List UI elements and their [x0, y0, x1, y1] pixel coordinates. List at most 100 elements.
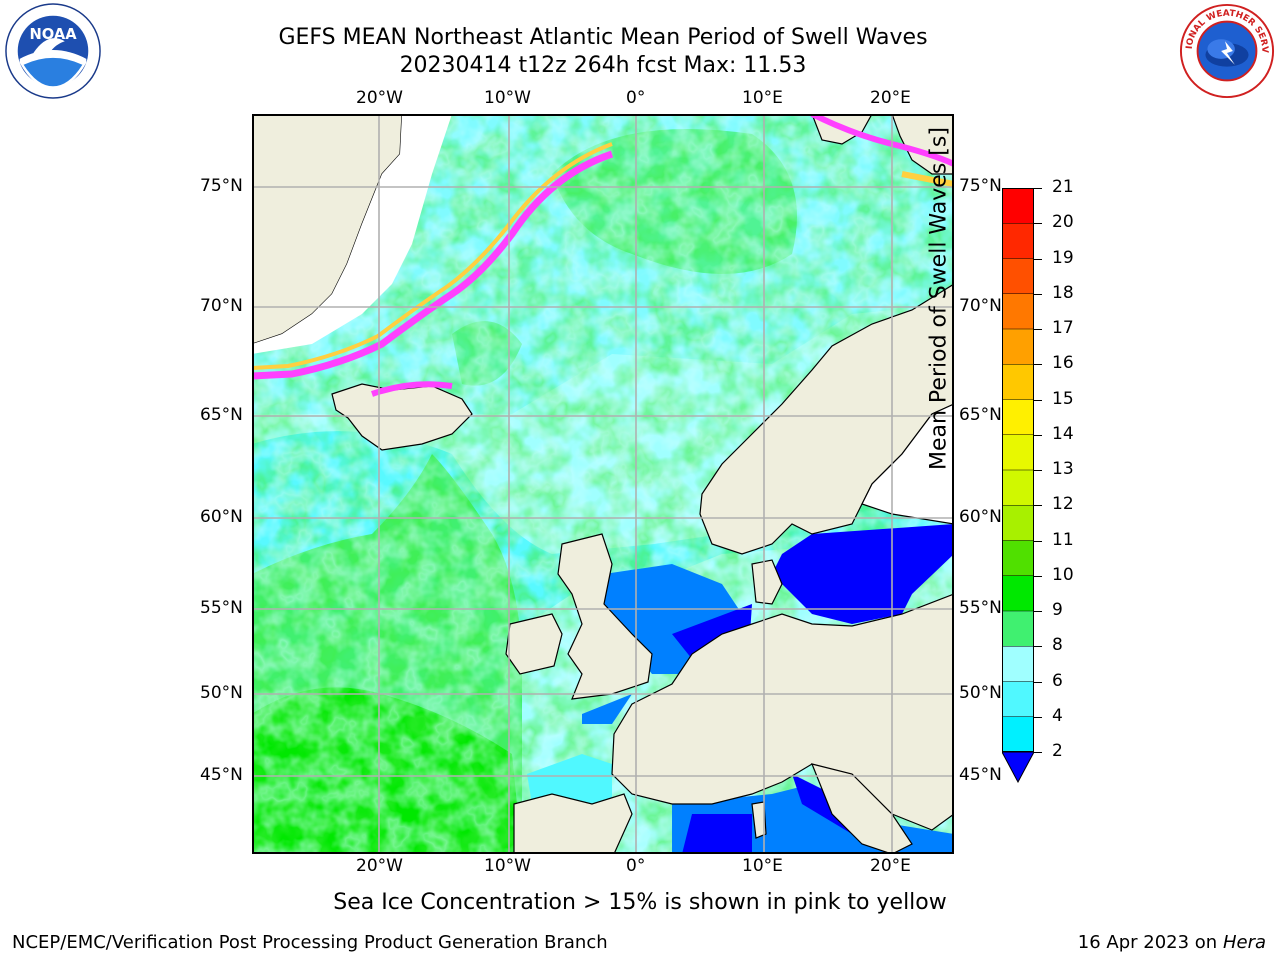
colorbar-tick-mark: [1034, 575, 1042, 577]
lat-label-left-60n: 60°N: [200, 507, 243, 527]
title-line-2: 20230414 t12z 264h fcst Max: 11.53: [399, 53, 807, 78]
colorbar-tick-mark: [1034, 258, 1042, 260]
corsica-sardinia: [751, 801, 767, 839]
colorbar-tick-mark: [1034, 329, 1042, 330]
lat-label-right-60n: 60°N: [959, 507, 1002, 527]
colorbar-tick-label: 17: [1052, 318, 1074, 338]
colorbar-segment: [1002, 540, 1034, 577]
colorbar-tick-label: 20: [1052, 212, 1074, 233]
colorbar-tick-label: 10: [1052, 564, 1074, 585]
colorbar-tick-mark: [1034, 716, 1042, 718]
lon-label-top-20e: 20°E: [870, 88, 911, 108]
colorbar-tick-mark: [1034, 223, 1042, 225]
colorbar-segment: [1002, 223, 1034, 259]
colorbar-tick-label: 21: [1052, 177, 1074, 197]
colorbar-tick-mark: [1034, 611, 1042, 612]
english-channel: [582, 694, 632, 724]
colorbar-frame: [1002, 188, 1034, 752]
lat-label-right-50n: 50°N: [959, 683, 1002, 703]
lon-label-bottom-10e: 10°E: [742, 856, 783, 876]
colorbar-segment: [1002, 434, 1034, 471]
colorbar-tick-mark: [1034, 293, 1042, 295]
lon-label-top-20w: 20°W: [356, 88, 403, 108]
lon-label-top-10e: 10°E: [742, 88, 783, 108]
lat-label-right-45n: 45°N: [959, 765, 1002, 785]
colorbar-segment: [1002, 611, 1034, 647]
colorbar-tick-mark: [1034, 188, 1042, 189]
colorbar-tick-mark: [1034, 470, 1042, 471]
noaa-logo-text: NOAA: [29, 26, 77, 43]
lat-label-left-65n: 65°N: [200, 405, 243, 425]
italy: [811, 763, 913, 854]
lon-label-bottom-0: 0°: [626, 856, 646, 876]
swell-period-map: [252, 114, 954, 854]
lat-label-left-50n: 50°N: [200, 683, 243, 703]
map-frame: [252, 114, 954, 854]
chart-title: GEFS MEAN Northeast Atlantic Mean Period…: [0, 24, 1206, 80]
lon-label-top-0: 0°: [626, 88, 646, 108]
land: [252, 114, 954, 854]
colorbar-segments: [1002, 188, 1034, 753]
lat-label-right-75n: 75°N: [959, 176, 1002, 196]
iberian-peninsula: [513, 793, 633, 854]
colorbar-tick-label: 13: [1052, 459, 1074, 479]
colorbar-tick-mark: [1034, 752, 1042, 753]
colorbar-tick-mark: [1034, 399, 1042, 401]
colorbar-segment: [1002, 329, 1034, 365]
colorbar-tick-label: 11: [1052, 529, 1074, 550]
colorbar-tick-mark: [1034, 646, 1042, 648]
baltic-sea: [772, 524, 954, 624]
colorbar-tick-label: 15: [1052, 388, 1074, 409]
map-canvas: [252, 114, 954, 854]
credit-machine: Hera: [1222, 932, 1266, 953]
colorbar-tick-label: 18: [1052, 282, 1074, 303]
colorbar-segment: [1002, 188, 1034, 224]
colorbar-segment: [1002, 470, 1034, 506]
colorbar-label: Mean Period of Swell Waves [s]: [926, 127, 952, 470]
colorbar-segment: [1002, 681, 1034, 718]
continental-europe: [611, 593, 954, 831]
colorbar-segment: [1002, 505, 1034, 541]
colorbar-tick-label: 6: [1052, 670, 1063, 691]
sea-ice-note: Sea Ice Concentration > 15% is shown in …: [333, 890, 947, 915]
barents-ice-edge: [901, 171, 954, 187]
colorbar-segment: [1002, 646, 1034, 682]
noaa-logo: NOAA: [5, 3, 101, 99]
colorbar-segment: [1002, 399, 1034, 436]
title-line-1: GEFS MEAN Northeast Atlantic Mean Period…: [278, 25, 928, 50]
credit-left: NCEP/EMC/Verification Post Processing Pr…: [12, 932, 608, 953]
lat-label-right-65n: 65°N: [959, 405, 1002, 425]
colorbar-tick-label: 4: [1052, 705, 1063, 726]
iceland-ice-edge: [371, 381, 453, 397]
colorbar-segment: [1002, 293, 1034, 330]
lon-label-bottom-20e: 20°E: [870, 856, 911, 876]
colorbar-tick-mark: [1034, 364, 1042, 366]
lon-label-top-10w: 10°W: [484, 88, 531, 108]
lat-label-right-55n: 55°N: [959, 598, 1002, 618]
colorbar-tick-label: 8: [1052, 635, 1063, 656]
lon-label-bottom-20w: 20°W: [356, 856, 403, 876]
credit-date: 16 Apr 2023 on: [1077, 932, 1223, 953]
colorbar-tick-label: 12: [1052, 494, 1074, 515]
colorbar-segment: [1002, 575, 1034, 612]
colorbar-segment: [1002, 258, 1034, 295]
colorbar-tick-mark: [1034, 434, 1042, 436]
gulf-of-bothnia-ice: [861, 403, 954, 525]
sea-ice-edge-pink: [252, 150, 614, 380]
credit-right: 16 Apr 2023 on Hera: [1078, 932, 1266, 953]
lat-label-left-70n: 70°N: [200, 296, 243, 316]
lat-label-left-75n: 75°N: [200, 176, 243, 196]
graticule: [252, 114, 954, 854]
colorbar-tick-label: 14: [1052, 423, 1074, 444]
colorbar: [1002, 188, 1034, 783]
nws-logo: NATIONAL WEATHER SERVICE: [1178, 2, 1275, 99]
western-med-lowest: [682, 814, 752, 854]
colorbar-tick-mark: [1034, 681, 1042, 683]
lat-label-left-55n: 55°N: [200, 598, 243, 618]
colorbar-tick-mark: [1034, 505, 1042, 507]
colorbar-tick-label: 16: [1052, 353, 1074, 374]
lon-label-bottom-10w: 10°W: [484, 856, 531, 876]
colorbar-extend-arrow: [1002, 751, 1034, 783]
colorbar-segment: [1002, 716, 1034, 753]
colorbar-tick-mark: [1034, 540, 1042, 542]
